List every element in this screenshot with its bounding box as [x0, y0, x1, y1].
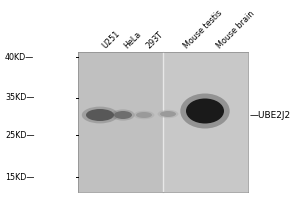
Ellipse shape — [82, 107, 118, 123]
Ellipse shape — [186, 98, 224, 123]
Text: —UBE2J2: —UBE2J2 — [250, 110, 291, 119]
Text: Mouse testis: Mouse testis — [182, 8, 224, 50]
Bar — [163, 52, 248, 192]
Ellipse shape — [160, 111, 176, 117]
Ellipse shape — [111, 109, 135, 121]
Ellipse shape — [180, 94, 230, 129]
Bar — [78, 52, 163, 192]
Ellipse shape — [114, 111, 132, 119]
Text: U251: U251 — [100, 29, 122, 50]
Ellipse shape — [134, 111, 154, 119]
Ellipse shape — [136, 112, 152, 118]
Text: 293T: 293T — [144, 29, 164, 50]
Text: HeLa: HeLa — [122, 29, 143, 50]
Ellipse shape — [86, 109, 114, 121]
Ellipse shape — [158, 110, 178, 118]
Text: 35KD—: 35KD— — [5, 94, 34, 102]
Text: 40KD—: 40KD— — [5, 52, 34, 62]
Text: 25KD—: 25KD— — [5, 130, 34, 140]
Text: 15KD—: 15KD— — [5, 172, 34, 182]
Text: Mouse brain: Mouse brain — [215, 9, 256, 50]
